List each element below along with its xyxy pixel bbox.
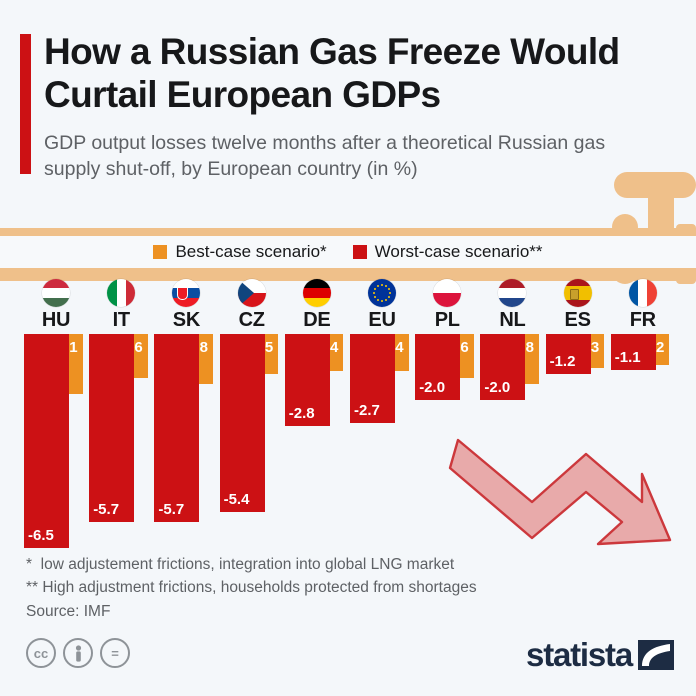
country-code-label: HU [41,309,71,331]
bar-value-worst-case: -5.7 [93,500,120,518]
bar-worst-case[interactable]: -5.7 [154,334,200,522]
legend-swatch-worst-case [352,245,367,259]
bar-chart: HU-1.1-6.5IT-0.6-5.7SK-0.8-5.7CZ-0.5-5.4… [24,278,676,548]
bar-worst-case[interactable]: -2.0 [480,334,526,400]
country-code-label: SK [172,309,200,331]
flag-slovakia-icon [172,279,201,307]
bar-worst-case[interactable]: -1.1 [610,334,656,371]
creative-commons-license: cc = [26,638,130,668]
bar-group-pl[interactable]: PL -0.6-2.0 [415,278,479,548]
source-line: Source: IMF [26,603,111,621]
bar-value-worst-case: -2.8 [288,405,315,423]
legend-item-worst-case[interactable]: Worst-case scenario** [352,242,543,262]
bar-worst-case[interactable]: -2.8 [284,334,330,427]
country-code-label: DE [303,309,331,331]
bar-worst-case[interactable]: -5.4 [219,334,265,512]
statista-mark-icon [638,640,674,670]
bar-group-fr[interactable]: FR -0.2-1.1 [610,278,675,548]
pipe-elbow-vertical [648,186,674,242]
title-accent-bar [20,34,31,174]
page-subtitle: GDP output losses twelve months after a … [44,132,606,180]
bar-group-nl[interactable]: NL -0.8-2.0 [480,278,544,548]
bars-container: -0.6-2.0 [415,334,479,548]
bars-container: -0.8-2.0 [480,334,544,548]
bar-value-worst-case: -2.0 [419,378,446,396]
flag-european-union-icon [368,279,396,307]
country-code-label: IT [112,309,130,331]
footnotes: * low adjustement frictions, integration… [26,554,666,624]
bar-worst-case[interactable]: -5.7 [89,334,135,522]
legend-swatch-best-case [153,245,168,259]
flag-czechia-icon [237,279,266,307]
bars-container: -0.5-5.4 [219,334,284,548]
flag-poland-icon [433,279,462,307]
legend-item-best-case[interactable]: Best-case scenario* [153,242,327,262]
legend-label-best-case: Best-case scenario* [175,242,327,261]
bar-value-worst-case: -6.5 [28,527,54,544]
flag-germany-icon [302,279,331,307]
bars-container: -0.6-5.7 [89,334,153,548]
cc-icon[interactable]: cc [26,638,56,668]
cc-by-attribution-icon[interactable] [63,638,93,668]
flag-spain-icon [563,279,592,307]
bar-group-hu[interactable]: HU -1.1-6.5 [24,278,88,548]
flag-italy-icon [107,279,136,307]
bar-group-es[interactable]: ES -0.3-1.2 [545,278,610,548]
flag-netherlands-icon [498,279,527,307]
chart-legend: Best-case scenario* Worst-case scenario*… [0,236,696,268]
bars-container: -0.3-1.2 [545,334,610,548]
country-code-label: ES [564,309,591,331]
statista-logo[interactable]: statista [526,636,674,674]
bar-value-worst-case: -5.7 [158,500,185,518]
person-glyph [75,644,81,662]
flag-hungary-icon [42,279,70,307]
bars-container: -0.2-1.1 [610,334,675,548]
statista-wordmark: statista [526,636,633,673]
country-code-label: PL [434,309,460,331]
bar-group-eu[interactable]: EU -0.4-2.7 [350,278,414,548]
bars-container: -0.4-2.8 [284,334,349,548]
bar-value-worst-case: -2.7 [354,401,380,419]
country-code-label: EU [368,309,396,331]
bars-container: -0.8-5.7 [154,334,218,548]
flag-france-icon [628,279,657,307]
page-title: How a Russian Gas Freeze Would Curtail E… [44,31,620,115]
bars-container: -1.1-6.5 [24,334,88,548]
country-code-label: NL [499,309,526,331]
bar-value-worst-case: -1.1 [614,349,641,367]
country-code-label: FR [629,309,656,331]
bar-group-de[interactable]: DE -0.4-2.8 [284,278,349,548]
country-code-label: CZ [238,309,265,331]
bar-group-it[interactable]: IT -0.6-5.7 [89,278,153,548]
bar-worst-case[interactable]: -6.5 [24,334,69,548]
footer: cc = statista [0,636,696,684]
bar-value-worst-case: -1.2 [549,352,576,370]
bar-worst-case[interactable]: -1.2 [545,334,591,374]
bar-group-sk[interactable]: SK -0.8-5.7 [154,278,218,548]
cc-nd-no-derivatives-icon[interactable]: = [100,638,130,668]
bar-value-worst-case: -2.0 [484,378,511,396]
bar-worst-case[interactable]: -2.7 [350,334,395,423]
footnote-best-case: * low adjustement frictions, integration… [26,556,455,573]
bar-value-worst-case: -5.4 [223,490,250,508]
bar-worst-case[interactable]: -2.0 [415,334,461,400]
bar-group-cz[interactable]: CZ -0.5-5.4 [219,278,284,548]
legend-label-worst-case: Worst-case scenario** [374,242,543,261]
bars-container: -0.4-2.7 [350,334,414,548]
footnote-worst-case: ** High adjustment frictions, households… [26,578,477,596]
downward-trend-arrow-icon [448,438,672,546]
